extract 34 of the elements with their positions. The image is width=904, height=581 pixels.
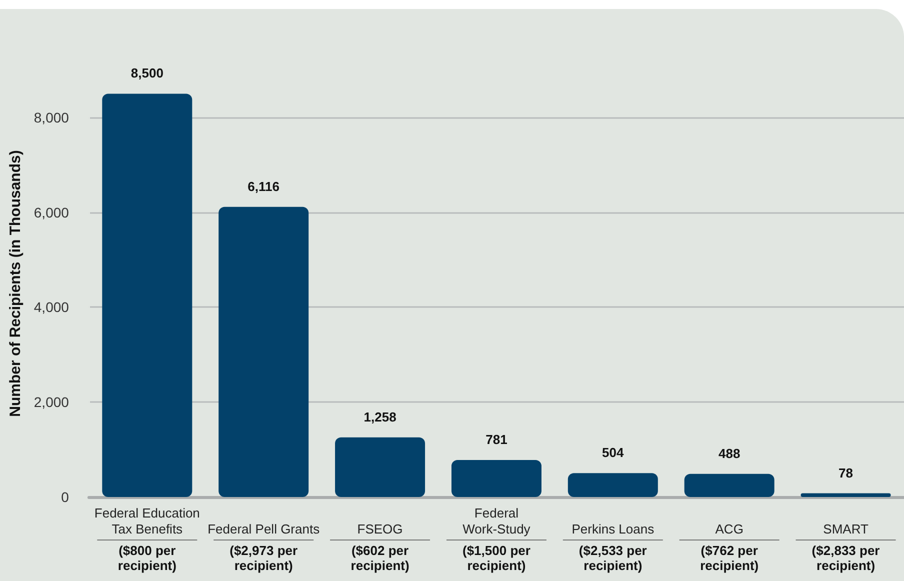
- data-label: 781: [486, 432, 508, 447]
- text: ($2,973 per recipient): [230, 543, 298, 573]
- y-tick-label: 4,000: [34, 299, 70, 316]
- data-label: 488: [718, 446, 740, 461]
- x-tick-label: Perkins Loans: [572, 522, 655, 536]
- y-tick-label: 2,000: [34, 394, 70, 410]
- y-tick-label: 0: [61, 489, 70, 505]
- data-label: 6,116: [248, 178, 280, 194]
- x-tick-label: Federal Pell Grants: [208, 522, 320, 536]
- text: ($2,833 per recipient): [812, 543, 880, 573]
- data-label: 78: [838, 465, 854, 480]
- text: ($800 per recipient): [118, 543, 176, 573]
- text: ($1,500 per recipient): [462, 543, 530, 573]
- data-label: 8,500: [130, 66, 164, 81]
- x-tick-label: Federal Education Tax Benefits: [94, 506, 200, 536]
- text: ($602 per recipient): [350, 543, 410, 573]
- data-label: 504: [602, 445, 625, 460]
- data-label: 1,258: [364, 409, 396, 424]
- y-axis-title: Number of Recipients (in Thousands): [7, 150, 24, 417]
- bar: [451, 460, 542, 497]
- text: ($762 per recipient): [700, 543, 759, 573]
- bar: [102, 94, 192, 497]
- y-tick-label: 8,000: [34, 109, 70, 126]
- bar: [218, 206, 309, 497]
- x-tick-label: Federal Work-Study: [462, 506, 531, 536]
- x-tick-label: SMART: [823, 522, 868, 536]
- x-tick-label: FSEOG: [357, 522, 403, 536]
- x-tick-label: ACG: [715, 522, 744, 536]
- y-tick-label: 6,000: [34, 204, 70, 220]
- bar: [800, 493, 891, 497]
- text: ($2,533 per recipient): [578, 543, 647, 573]
- bar: [335, 437, 426, 497]
- bar: [684, 474, 774, 497]
- bar: [568, 473, 658, 497]
